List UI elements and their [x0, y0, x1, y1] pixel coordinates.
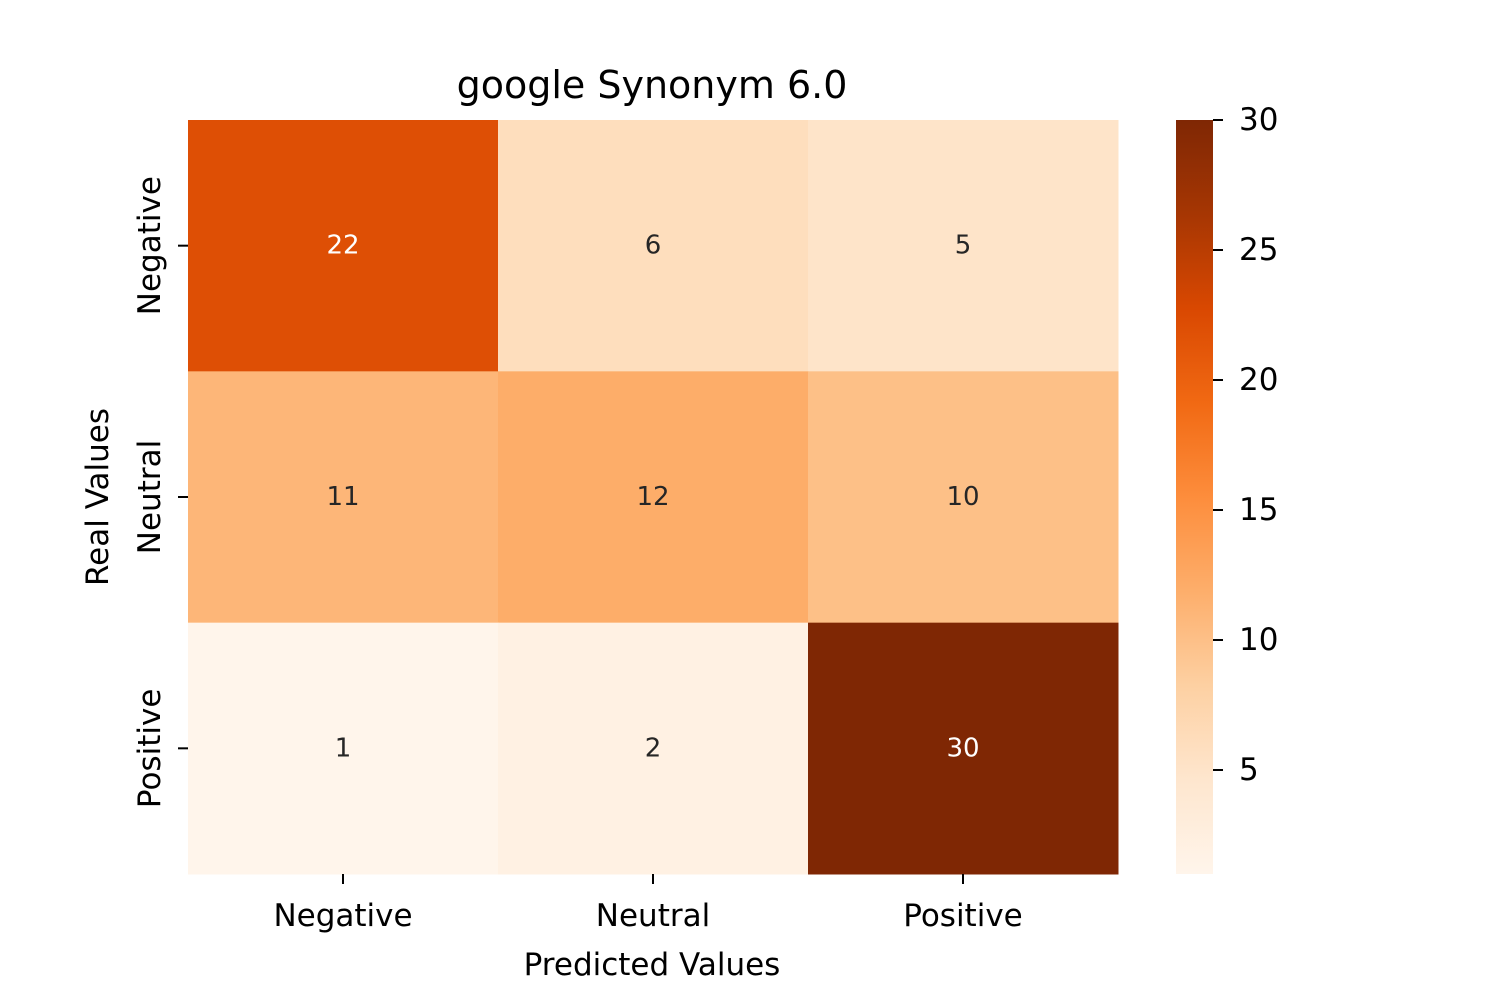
colorbar: 5 10 15 20 25 30 — [1176, 102, 1278, 874]
colorbar-tick-label: 15 — [1239, 492, 1278, 528]
heatmap-cells — [188, 120, 1119, 875]
cell-value-label: 10 — [946, 482, 979, 512]
colorbar-tick-label: 25 — [1239, 232, 1278, 268]
x-tick-label: Negative — [273, 898, 412, 934]
cell-value-label: 6 — [645, 231, 662, 261]
heatmap-cell — [188, 371, 499, 624]
y-axis: Negative Neutral Positive — [132, 176, 188, 808]
colorbar-gradient — [1176, 120, 1213, 874]
y-tick-label: Neutral — [132, 440, 168, 554]
x-axis: Negative Neutral Positive — [273, 874, 1023, 934]
heatmap-cell — [498, 622, 809, 875]
heatmap-cell — [808, 120, 1119, 372]
colorbar-tick-label: 5 — [1239, 752, 1259, 788]
x-tick-label: Positive — [903, 898, 1023, 934]
cell-value-label: 30 — [946, 733, 979, 763]
heatmap-cell — [808, 622, 1119, 875]
colorbar-tick-label: 20 — [1239, 362, 1278, 398]
cell-value-label: 12 — [636, 482, 669, 512]
colorbar-tick-label: 30 — [1239, 102, 1278, 138]
colorbar-ticks: 5 10 15 20 25 30 — [1213, 102, 1278, 788]
cell-value-label: 2 — [645, 733, 662, 763]
heatmap-cell — [808, 371, 1119, 624]
heatmap-cell — [498, 371, 809, 624]
colorbar-tick-label: 10 — [1239, 622, 1278, 658]
cell-value-label: 5 — [955, 231, 972, 261]
cell-value-label: 22 — [326, 231, 359, 261]
y-axis-label: Real Values — [80, 408, 116, 586]
heatmap-cell — [188, 622, 499, 875]
x-axis-label: Predicted Values — [524, 947, 781, 983]
x-tick-label: Neutral — [596, 898, 710, 934]
cell-labels: 22 6 511 12 101 2 30 — [326, 231, 979, 764]
cell-value-label: 1 — [335, 733, 352, 763]
y-tick-label: Positive — [132, 689, 168, 809]
cell-value-label: 11 — [326, 482, 359, 512]
y-tick-label: Negative — [132, 176, 168, 315]
heatmap-cell — [188, 120, 499, 372]
heatmap-cell — [498, 120, 809, 372]
chart-title: google Synonym 6.0 — [457, 63, 848, 107]
